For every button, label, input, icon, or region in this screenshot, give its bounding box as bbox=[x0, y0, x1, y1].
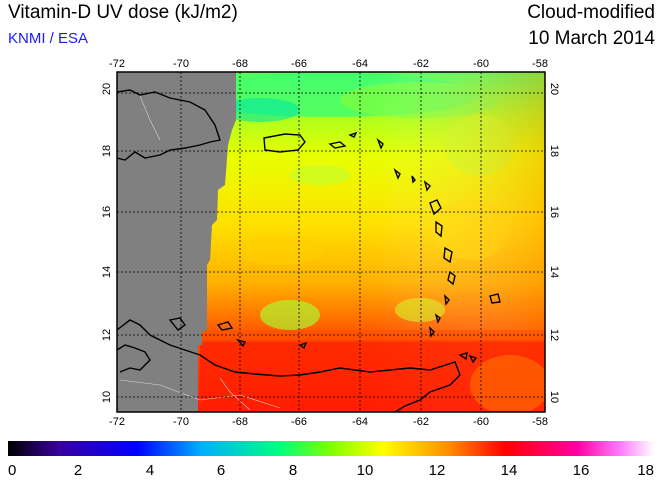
lat-label-left: 12 bbox=[101, 329, 113, 341]
lat-label-right: 14 bbox=[548, 266, 560, 278]
lon-label-bottom: -66 bbox=[291, 416, 307, 428]
lon-label-top: -66 bbox=[291, 58, 307, 70]
colorbar-label: 10 bbox=[357, 462, 374, 479]
lat-label-left: 10 bbox=[101, 391, 113, 403]
lat-label-left: 18 bbox=[101, 145, 113, 157]
lat-label-right: 20 bbox=[548, 83, 560, 95]
lat-label-left: 14 bbox=[101, 266, 113, 278]
lat-label-right: 16 bbox=[548, 206, 560, 218]
lon-label-top: -68 bbox=[232, 58, 248, 70]
date-label: 10 March 2014 bbox=[528, 28, 655, 49]
lon-label-top: -62 bbox=[413, 58, 429, 70]
lon-label-top: -70 bbox=[173, 58, 189, 70]
lon-label-bottom: -70 bbox=[173, 416, 189, 428]
lon-label-top: -72 bbox=[109, 58, 125, 70]
lon-label-top: -60 bbox=[473, 58, 489, 70]
lon-label-bottom: -68 bbox=[232, 416, 248, 428]
colorbar-label: 18 bbox=[637, 462, 654, 479]
lon-label-bottom: -58 bbox=[532, 416, 548, 428]
lon-label-top: -58 bbox=[532, 58, 548, 70]
colorbar-label: 8 bbox=[289, 462, 297, 479]
map-title: Vitamin-D UV dose (kJ/m2) bbox=[8, 2, 238, 23]
mode-label: Cloud-modified bbox=[527, 2, 655, 23]
source-label: KNMI / ESA bbox=[8, 30, 89, 47]
colorbar-label: 2 bbox=[74, 462, 82, 479]
lat-label-left: 20 bbox=[101, 83, 113, 95]
lon-label-top: -64 bbox=[352, 58, 368, 70]
colorbar-label: 12 bbox=[429, 462, 446, 479]
lon-label-bottom: -72 bbox=[109, 416, 125, 428]
colorbar-label: 14 bbox=[501, 462, 518, 479]
lon-label-bottom: -64 bbox=[352, 416, 368, 428]
lat-label-right: 18 bbox=[548, 145, 560, 157]
graticule bbox=[117, 72, 545, 412]
map-frame bbox=[116, 71, 546, 413]
lat-label-right: 12 bbox=[548, 329, 560, 341]
lat-label-right: 10 bbox=[548, 391, 560, 403]
colorbar-label: 6 bbox=[217, 462, 225, 479]
colorbar bbox=[8, 441, 654, 456]
lon-label-bottom: -60 bbox=[473, 416, 489, 428]
lat-label-left: 16 bbox=[101, 206, 113, 218]
colorbar-label: 16 bbox=[573, 462, 590, 479]
lon-label-bottom: -62 bbox=[413, 416, 429, 428]
colorbar-label: 0 bbox=[8, 462, 16, 479]
colorbar-label: 4 bbox=[146, 462, 154, 479]
uv-dose-field bbox=[117, 72, 545, 412]
